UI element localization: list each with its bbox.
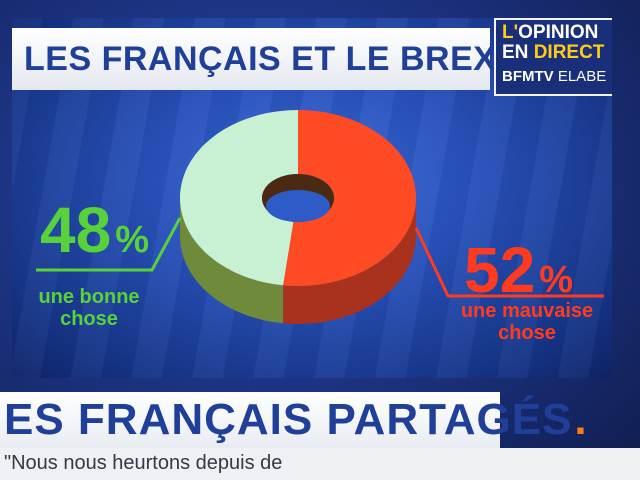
title-bar: LES FRANÇAIS ET LE BREXIT [12,28,527,90]
donut-side-good [180,196,284,324]
brand-line-2-word: DIRECT [533,42,605,63]
percent-label-bad: 52% [464,238,573,302]
percent-value-bad: 52 [464,234,536,306]
brand-line-1-prefix: L' [502,22,519,43]
leader-line-bad [414,227,604,298]
brand-line-1-word: OPINION [518,22,599,43]
brand-footer: BFMTV ELABE [502,68,612,85]
donut-hole-floor [266,190,330,222]
brand-line-2-prefix: EN [502,42,534,63]
brand-footer-plain: ELABE [553,68,607,85]
percent-label-good: 48% [40,198,149,262]
brand-footer-bold: BFMTV [502,68,554,85]
headline-dot: . [574,395,587,444]
headline-banner: ES FRANÇAIS PARTAGÉS. [0,392,587,448]
percent-sign-bad: % [539,259,573,301]
broadcast-screen: LES FRANÇAIS ET LE BREXIT L'OPINION EN D… [12,18,612,378]
category-label-good: une bonne chose [38,286,140,330]
percent-sign-good: % [115,219,149,261]
leader-line-good [36,217,182,272]
donut-slice-good [180,110,298,286]
category-label-bad: une mauvaise chose [460,300,594,344]
brand-line-1: L'OPINION [502,23,612,43]
ticker-text: "Nous nous heurtons depuis de [4,452,283,474]
headline-text: ES FRANÇAIS PARTAGÉS [4,395,573,444]
brand-logo: L'OPINION EN DIRECT BFMTV ELABE [494,18,612,96]
brand-line-2: EN DIRECT [502,43,612,63]
chart-title: LES FRANÇAIS ET LE BREXIT [24,39,528,78]
donut-side-bad [283,198,416,324]
donut-chart [36,110,604,324]
news-ticker: "Nous nous heurtons depuis de [0,448,640,480]
donut-slice-bad [283,110,416,286]
percent-value-good: 48 [40,194,112,266]
